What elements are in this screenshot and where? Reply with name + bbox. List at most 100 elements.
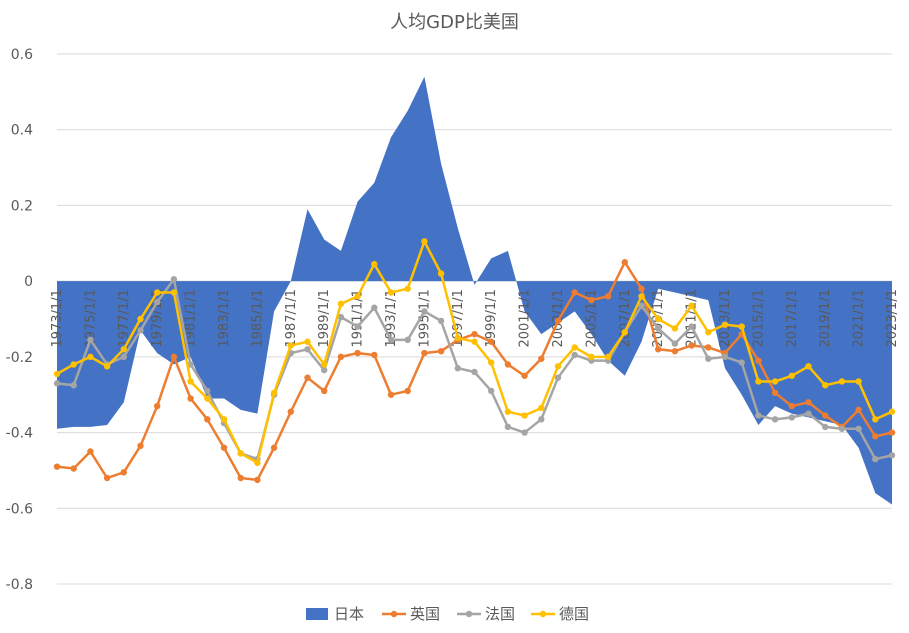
legend-swatch-japan [306, 608, 328, 620]
data-point-uk [554, 317, 562, 325]
data-point-germany [270, 389, 278, 397]
data-point-germany [738, 323, 745, 330]
data-point-france [404, 336, 411, 344]
y-tick-label: -0.8 [6, 577, 33, 593]
data-point-uk [588, 296, 595, 304]
data-point-uk [270, 444, 278, 451]
chart-title: 人均GDP比美国 [390, 12, 519, 33]
legend-label-germany: 德国 [559, 605, 589, 623]
data-point-france [304, 346, 311, 353]
data-point-uk [488, 338, 495, 345]
data-point-uk [371, 351, 378, 359]
data-point-uk [287, 408, 294, 415]
data-point-germany [204, 395, 211, 402]
legend-marker-france [465, 610, 473, 618]
data-point-germany [454, 334, 461, 342]
data-point-germany [504, 408, 512, 415]
x-tick-label: 1985/1/1 [250, 289, 265, 347]
data-point-uk [204, 416, 211, 423]
data-point-uk [321, 387, 328, 395]
data-point-france [187, 361, 194, 368]
data-point-france [354, 323, 361, 330]
data-point-uk [504, 361, 512, 368]
data-point-germany [554, 363, 562, 370]
data-point-uk [638, 285, 645, 292]
x-tick-label: 1975/1/1 [83, 289, 98, 347]
data-point-uk [822, 412, 829, 419]
data-point-germany [671, 325, 679, 332]
data-point-uk [404, 387, 411, 395]
data-point-france [788, 414, 795, 421]
legend-marker-uk [390, 610, 398, 618]
data-point-france [838, 425, 846, 432]
data-point-germany [721, 321, 729, 328]
x-tick-label: 1983/1/1 [217, 289, 232, 347]
data-point-france [538, 416, 545, 423]
data-point-germany [471, 338, 478, 345]
data-point-germany [321, 361, 328, 368]
data-point-france [421, 308, 428, 315]
x-tick-label: 1989/1/1 [317, 289, 332, 347]
data-point-france [805, 410, 812, 417]
x-tick-label: 2017/1/1 [785, 289, 800, 347]
data-point-germany [187, 378, 194, 385]
data-point-france [655, 325, 662, 332]
x-tick-label: 2019/1/1 [818, 289, 833, 347]
data-point-france [471, 368, 478, 376]
data-point-uk [788, 402, 795, 410]
data-point-uk [70, 465, 77, 472]
data-point-germany [872, 416, 879, 423]
data-point-germany [688, 302, 695, 309]
data-point-germany [170, 289, 178, 296]
data-point-germany [788, 372, 795, 379]
data-point-uk [137, 442, 144, 450]
y-tick-label: -0.2 [6, 350, 33, 366]
data-point-uk [805, 399, 812, 406]
data-point-france [437, 317, 445, 325]
data-point-germany [103, 363, 111, 370]
data-point-germany [437, 270, 445, 277]
data-point-uk [170, 353, 178, 361]
x-tick-label: 2021/1/1 [852, 289, 867, 347]
data-point-germany [855, 378, 862, 385]
data-point-germany [621, 329, 628, 336]
x-tick-label: 1995/1/1 [417, 289, 432, 347]
data-point-france [387, 336, 395, 344]
data-point-germany [604, 353, 612, 361]
data-point-germany [387, 289, 395, 296]
data-point-france [771, 416, 779, 423]
data-point-uk [254, 476, 261, 484]
y-tick-label: 0.4 [11, 123, 33, 139]
data-point-uk [521, 372, 528, 379]
data-point-france [554, 374, 562, 381]
data-point-france [504, 423, 512, 431]
data-point-uk [154, 402, 161, 410]
data-point-uk [671, 347, 679, 355]
data-point-germany [70, 361, 77, 368]
data-point-france [872, 455, 879, 463]
data-point-germany [354, 293, 361, 300]
y-tick-label: 0 [24, 274, 33, 290]
x-tick-label: 1999/1/1 [484, 289, 499, 347]
data-point-uk [304, 374, 311, 381]
data-point-uk [872, 433, 879, 440]
data-point-germany [888, 408, 896, 415]
data-point-uk [87, 448, 94, 455]
data-point-uk [421, 349, 428, 357]
data-point-germany [838, 378, 846, 385]
data-point-uk [655, 346, 662, 353]
data-point-uk [705, 344, 712, 351]
data-point-germany [120, 346, 128, 353]
data-point-uk [688, 342, 695, 349]
data-point-france [70, 382, 77, 389]
data-point-germany [771, 378, 779, 385]
y-tick-label: -0.6 [6, 501, 33, 517]
data-point-france [571, 351, 578, 359]
x-tick-label: 2013/1/1 [718, 289, 733, 347]
data-point-france [822, 423, 829, 431]
legend-marker-germany [539, 610, 547, 618]
x-tick-label: 1977/1/1 [117, 289, 132, 347]
data-point-germany [488, 359, 495, 366]
